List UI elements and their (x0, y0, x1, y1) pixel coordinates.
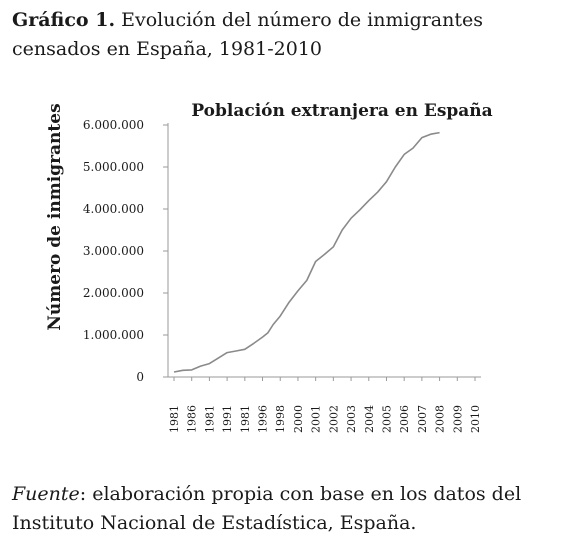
y-tick-label: 6.000.000 (83, 118, 144, 132)
x-tick-label: 1981 (203, 405, 216, 433)
chart-title: Población extranjera en España (191, 101, 492, 121)
x-tick-label: 1981 (239, 405, 252, 433)
x-tick-labels: 1981 1986 1981 1991 1981 1996 1998 2000 2001 2002… (168, 377, 482, 433)
x-tick-label: 2005 (380, 405, 393, 433)
x-tick-label: 1986 (186, 405, 199, 433)
y-tick-label: 3.000.000 (83, 244, 144, 258)
source-label: Fuente (12, 483, 80, 505)
source-note: Fuente: elaboración propia con base en l… (12, 480, 572, 538)
y-tick-label: 2.000.000 (83, 286, 144, 300)
y-tick-label: 5.000.000 (83, 160, 144, 174)
chart-axes (167, 123, 481, 378)
x-tick-label: 2003 (345, 405, 358, 433)
x-tick-label: 1981 (168, 405, 181, 433)
y-tick-label: 0 (136, 370, 144, 384)
plot-area (173, 131, 440, 373)
line-chart: Población extranjera en España Número de… (45, 101, 493, 433)
x-tick-label: 2010 (469, 405, 482, 433)
x-tick-label: 2009 (451, 405, 464, 433)
x-tick-label: 1991 (221, 405, 234, 433)
y-axis-label: Número de inmigrantes (45, 103, 65, 330)
y-tick-labels: 0 1.000.000 2.000.000 3.000.000 4.000.000 5.0… (83, 118, 168, 384)
y-tick-label: 4.000.000 (83, 202, 144, 216)
x-tick-label: 2006 (398, 405, 411, 433)
x-tick-label: 2008 (434, 405, 447, 433)
x-tick-label: 1996 (257, 405, 270, 433)
x-tick-label: 1998 (274, 405, 287, 433)
x-tick-label: 2000 (292, 405, 305, 433)
x-tick-label: 2002 (327, 405, 340, 433)
x-tick-label: 2004 (363, 405, 376, 433)
figure-caption: Gráfico 1. Evolución del número de inmig… (12, 6, 572, 64)
y-tick-label: 1.000.000 (83, 328, 144, 342)
source-text: : elaboración propia con base en los dat… (12, 483, 522, 534)
figure-title: Evolución del número de inmigrantes cens… (12, 9, 484, 60)
figure-number: Gráfico 1. (12, 9, 116, 31)
x-tick-label: 2007 (416, 405, 429, 433)
series-line (173, 131, 440, 373)
x-tick-label: 2001 (310, 405, 323, 433)
